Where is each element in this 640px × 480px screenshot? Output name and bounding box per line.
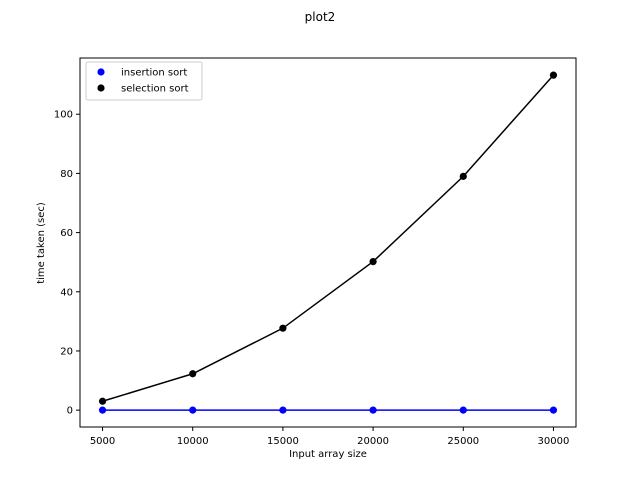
- data-point-selection-sort-0: [98, 397, 107, 405]
- y-tick-label-3: 60: [60, 228, 73, 239]
- legend-marker-insertion-sort: [97, 68, 105, 76]
- data-point-insertion-sort-5: [549, 406, 558, 414]
- data-point-selection-sort-5: [549, 71, 558, 79]
- x-axis: 5000 10000 15000 20000 25000 30000: [90, 427, 570, 447]
- x-tick-label-4: 25000: [447, 436, 479, 447]
- y-axis: 0 20 40 60 80 100: [54, 110, 80, 417]
- x-tick-label-3: 20000: [357, 436, 389, 447]
- y-tick-label-1: 20: [60, 346, 73, 357]
- data-point-selection-sort-3: [369, 257, 377, 266]
- y-tick-label-0: 0: [67, 406, 73, 417]
- x-tick-label-2: 15000: [267, 436, 299, 447]
- legend-label-insertion-sort: insertion sort: [121, 68, 187, 79]
- data-point-selection-sort-1: [189, 370, 197, 378]
- x-axis-label: Input array size: [289, 449, 367, 460]
- x-tick-label-0: 5000: [90, 436, 115, 447]
- data-point-insertion-sort-1: [189, 406, 197, 414]
- series-layer: [98, 71, 558, 414]
- y-tick-label-5: 100: [54, 110, 73, 121]
- data-point-insertion-sort-4: [459, 406, 467, 414]
- data-point-selection-sort-4: [459, 172, 467, 180]
- series-line-selection-sort: [102, 74, 555, 402]
- plot-area: [79, 57, 577, 428]
- legend-marker-selection-sort: [97, 84, 105, 92]
- data-point-insertion-sort-0: [98, 406, 107, 414]
- y-tick-label-4: 80: [60, 169, 73, 180]
- x-tick-label-5: 30000: [538, 436, 570, 447]
- chart-title: plot2: [305, 10, 336, 24]
- x-tick-label-1: 10000: [177, 436, 209, 447]
- data-point-selection-sort-2: [279, 324, 287, 332]
- y-tick-label-2: 40: [60, 287, 73, 298]
- legend-label-selection-sort: selection sort: [121, 84, 189, 95]
- data-point-insertion-sort-3: [369, 406, 377, 414]
- y-axis-label: time taken (sec): [36, 202, 47, 284]
- legend-box: [85, 61, 203, 101]
- legend: insertion sort selection sort: [85, 61, 203, 101]
- data-point-insertion-sort-2: [279, 406, 287, 414]
